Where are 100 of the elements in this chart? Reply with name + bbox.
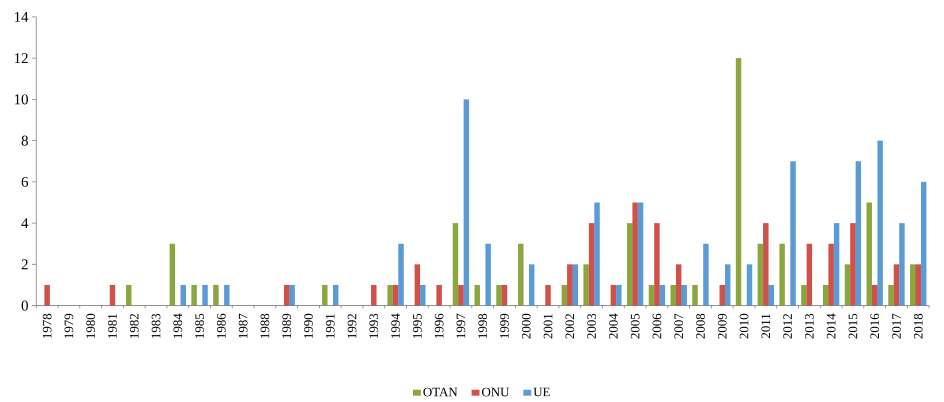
bar: [736, 58, 742, 306]
bar: [213, 285, 219, 306]
bar: [392, 285, 398, 306]
x-tick-label: 2007: [674, 314, 684, 339]
bar: [518, 244, 524, 306]
legend-label: OTAN: [423, 388, 458, 397]
bar: [648, 285, 654, 306]
bar: [626, 223, 632, 306]
bar: [567, 264, 573, 306]
bar: [758, 244, 764, 306]
x-tick-label: 2011: [761, 314, 770, 338]
x-tick-label: 2010: [740, 314, 748, 339]
bar: [632, 202, 638, 306]
bar: [594, 202, 600, 306]
bar: [703, 244, 709, 306]
x-tick-label: 2000: [522, 314, 531, 339]
x-tick-label: 1989: [282, 314, 292, 338]
bar: [202, 285, 208, 306]
x-tick-label: 2013: [805, 314, 814, 339]
x-tick-label: 1988: [260, 314, 270, 338]
bar: [806, 244, 812, 306]
x-tick-label: 2002: [565, 314, 574, 339]
x-tick-label: 2009: [718, 314, 727, 339]
x-tick-label: 2017: [892, 314, 901, 339]
bar: [681, 285, 687, 306]
bar: [899, 223, 905, 306]
bar: [616, 285, 622, 306]
x-tick-label: 2015: [848, 314, 858, 339]
x-tick-label: 1986: [217, 314, 226, 338]
y-tick-label: 4: [21, 218, 28, 228]
bar: [610, 285, 616, 306]
x-tick-label: 1983: [152, 314, 160, 338]
x-tick-label: 1987: [238, 314, 248, 338]
bar: [801, 285, 807, 306]
bar: [562, 285, 568, 306]
bar: [779, 244, 785, 306]
bar: [910, 264, 916, 306]
bar: [670, 285, 676, 306]
bar: [420, 285, 426, 306]
x-tick-label: 2001: [544, 314, 552, 339]
bar: [284, 285, 290, 306]
x-tick-label: 2006: [652, 314, 662, 339]
bar: [877, 140, 883, 306]
bar: [856, 161, 862, 306]
x-tick-label: 1993: [369, 314, 378, 338]
bar: [588, 223, 594, 306]
bar: [676, 264, 682, 306]
bar: [110, 285, 116, 306]
x-tick-label: 2016: [870, 314, 880, 339]
y-tick-label: 12: [14, 53, 28, 64]
y-tick-label: 10: [14, 94, 28, 105]
x-tick-label: 1978: [42, 314, 52, 338]
bar: [828, 244, 834, 306]
bar: [724, 264, 730, 306]
bar: [638, 202, 644, 306]
bar: [850, 223, 856, 306]
x-tick-label: 1981: [108, 314, 117, 338]
x-tick-label: 1997: [456, 314, 466, 338]
x-tick-label: 1999: [500, 314, 509, 338]
bar: [387, 285, 393, 306]
legend-label: ONU: [482, 388, 510, 397]
bar: [474, 285, 480, 306]
x-tick-label: 2014: [826, 314, 836, 339]
bar: [692, 285, 698, 306]
bar: [583, 264, 589, 306]
bar: [44, 285, 50, 306]
bar: [224, 285, 230, 306]
bar: [322, 285, 328, 306]
bar: [654, 223, 660, 306]
x-tick-label: 2004: [609, 314, 618, 339]
bar: [872, 285, 878, 306]
bar: [720, 285, 725, 306]
bar: [844, 264, 850, 306]
bar: [371, 285, 377, 306]
bar: [768, 285, 774, 306]
x-tick-label: 2005: [630, 314, 640, 339]
x-tick-label: 1984: [173, 314, 182, 338]
x-tick-label: 1979: [64, 314, 74, 338]
x-tick-label: 1991: [326, 314, 335, 338]
bar: [920, 182, 926, 306]
x-tick-label: 2012: [783, 314, 792, 339]
y-tick-label: 0: [22, 300, 28, 311]
bar: [502, 285, 508, 306]
bar: [763, 223, 769, 306]
y-tick-label: 14: [14, 12, 28, 22]
bar: [834, 223, 840, 306]
bar: [572, 264, 578, 306]
bar: [660, 285, 666, 306]
x-tick-label: 2003: [587, 314, 596, 339]
bar: [452, 223, 458, 306]
bar: [866, 202, 872, 306]
bar: [458, 285, 464, 306]
bar: [496, 285, 502, 306]
x-tick-label: 1980: [86, 314, 96, 338]
bar: [528, 264, 534, 306]
bar: [790, 161, 796, 306]
bar: [332, 285, 338, 306]
bar: [485, 244, 491, 306]
bar: [894, 264, 900, 306]
bar: [398, 244, 404, 306]
